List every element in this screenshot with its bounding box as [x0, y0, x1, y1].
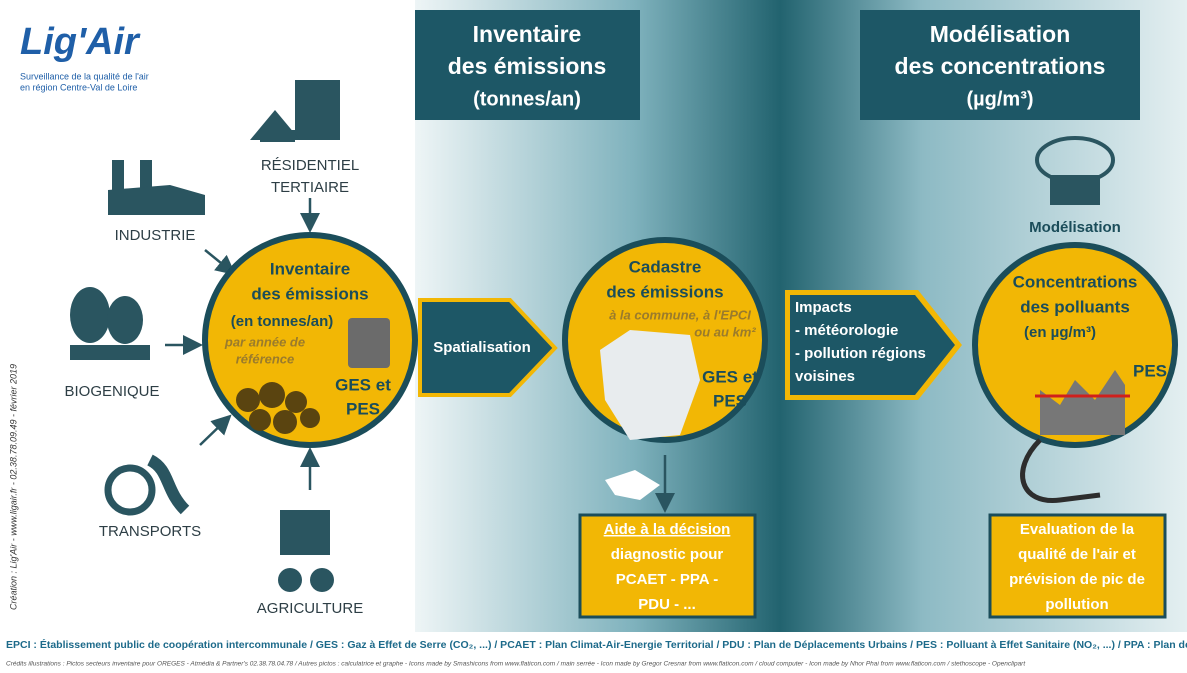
box-text: prévision de pic de [1009, 571, 1145, 588]
circle-title: Cadastre [629, 257, 702, 276]
icon-handshake [605, 470, 660, 500]
header-text: (µg/m³) [966, 88, 1033, 110]
arrows [165, 198, 675, 513]
box-text: Evaluation de la [1020, 521, 1135, 538]
header-text: (tonnes/an) [473, 88, 581, 110]
evaluation-box [988, 513, 1167, 619]
circle-title: des polluants [1020, 297, 1130, 316]
box-text: diagnostic pour [611, 546, 724, 563]
icon-industry [108, 160, 205, 215]
footer-glossary: EPCI : Établissement public de coopérati… [6, 638, 1187, 651]
circle-title: Inventaire [270, 259, 350, 278]
circle-note: à la commune, à l'EPCI [609, 307, 751, 322]
sector-label: RÉSIDENTIEL [261, 157, 359, 174]
sector-label: BIOGENIQUE [64, 383, 159, 400]
logo-tagline: en région Centre-Val de Loire [20, 82, 137, 92]
pollutants: GES et [335, 375, 391, 394]
chart-icon [1040, 370, 1125, 435]
circle-title: des émissions [606, 282, 723, 301]
header-text: Modélisation [930, 21, 1071, 47]
impacts-arrow-inner [790, 295, 955, 395]
box-text: Aide à la décision [604, 521, 731, 538]
sector-label: TERTIAIRE [271, 179, 349, 196]
spatialisation-label: Spatialisation [433, 339, 531, 356]
impacts-text: voisines [795, 368, 855, 385]
decision-box [578, 513, 757, 619]
spatialisation-arrow [418, 298, 558, 397]
pollutants: PES [713, 391, 747, 410]
icon-cloud [1035, 136, 1115, 205]
circle-note: ou au km² [694, 324, 756, 339]
modelisation-label: Modélisation [1029, 219, 1121, 236]
circle-unit: (en tonnes/an) [231, 313, 334, 330]
icon-tractor [278, 510, 334, 592]
pollutant: PES [1133, 361, 1167, 380]
header-box [860, 10, 1140, 120]
circle-note: référence [236, 351, 295, 366]
circle-note: par année de [224, 334, 305, 349]
icon-stethoscope [1020, 438, 1101, 503]
pollutants: GES et [702, 367, 758, 386]
box-text: PCAET - PPA - [616, 571, 719, 588]
icon-road [104, 454, 190, 516]
sector-label: INDUSTRIE [115, 227, 196, 244]
impacts-text: - pollution régions [795, 345, 926, 362]
sector-label: AGRICULTURE [257, 600, 363, 617]
impacts-text: Impacts [795, 299, 852, 316]
circle-title: Concentrations [1013, 272, 1138, 291]
box-text: qualité de l'air et [1018, 546, 1136, 563]
header-text: des concentrations [895, 53, 1106, 79]
header-text: des émissions [448, 53, 607, 79]
logo-tagline: Surveillance de la qualité de l'air [20, 71, 149, 81]
inventory-circle [202, 232, 418, 448]
circle-title: des émissions [251, 284, 368, 303]
sector-label: TRANSPORTS [99, 523, 201, 540]
circle-unit: (en µg/m³) [1024, 324, 1096, 341]
logo: Lig'Air [20, 21, 141, 63]
box-text: PDU - ... [638, 596, 696, 613]
header-box [415, 10, 640, 120]
footer-credits: Crédits illustrations : Pictos secteurs … [6, 661, 1026, 668]
icon-particles [236, 382, 320, 434]
icon-calculator [348, 318, 390, 368]
icon-trees [70, 287, 150, 360]
box-text: pollution [1045, 596, 1108, 613]
side-credit: Création : Lig'Air - www.ligair.fr - 02.… [8, 364, 18, 610]
icon-building [250, 80, 340, 142]
pollutants: PES [346, 399, 380, 418]
header-text: Inventaire [473, 21, 582, 47]
impacts-text: - météorologie [795, 322, 898, 339]
map [600, 330, 700, 440]
